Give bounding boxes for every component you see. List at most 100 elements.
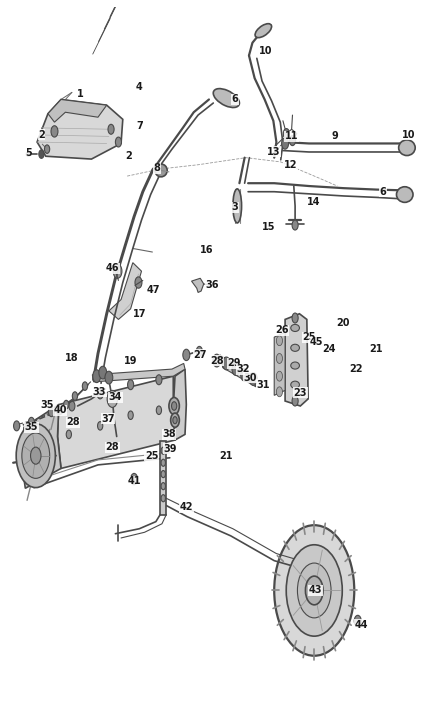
- Circle shape: [113, 264, 122, 278]
- Polygon shape: [285, 313, 308, 406]
- Text: 11: 11: [285, 131, 298, 141]
- Circle shape: [161, 494, 166, 502]
- Circle shape: [108, 125, 114, 134]
- Polygon shape: [21, 405, 61, 488]
- Circle shape: [48, 407, 55, 416]
- Text: 28: 28: [210, 355, 224, 366]
- Circle shape: [131, 473, 138, 485]
- Text: 14: 14: [307, 198, 320, 207]
- Text: 13: 13: [266, 147, 280, 157]
- Circle shape: [31, 447, 41, 464]
- Polygon shape: [48, 99, 107, 122]
- Text: 39: 39: [163, 444, 177, 453]
- Circle shape: [297, 563, 331, 618]
- Circle shape: [72, 392, 78, 400]
- Ellipse shape: [155, 164, 167, 177]
- Circle shape: [170, 413, 179, 427]
- Ellipse shape: [26, 152, 31, 156]
- Circle shape: [161, 459, 166, 466]
- Text: 40: 40: [53, 405, 67, 416]
- Text: 6: 6: [380, 187, 386, 197]
- Circle shape: [93, 370, 101, 382]
- Circle shape: [183, 349, 190, 361]
- Ellipse shape: [255, 24, 272, 38]
- Circle shape: [241, 369, 249, 381]
- Circle shape: [276, 353, 282, 363]
- Ellipse shape: [291, 362, 299, 369]
- Text: 25: 25: [145, 450, 158, 460]
- Polygon shape: [37, 99, 123, 159]
- Circle shape: [161, 483, 166, 489]
- Text: 10: 10: [259, 46, 272, 56]
- Circle shape: [135, 277, 142, 288]
- Circle shape: [289, 135, 296, 146]
- Text: 17: 17: [133, 308, 146, 319]
- Circle shape: [156, 406, 162, 415]
- Circle shape: [292, 313, 298, 323]
- Text: 28: 28: [106, 442, 119, 452]
- Text: 27: 27: [194, 350, 207, 360]
- Ellipse shape: [233, 189, 242, 223]
- Circle shape: [274, 525, 354, 656]
- Circle shape: [292, 220, 298, 230]
- Circle shape: [127, 379, 134, 390]
- Circle shape: [283, 129, 289, 138]
- Text: 12: 12: [284, 160, 297, 169]
- Circle shape: [276, 336, 282, 345]
- Polygon shape: [160, 442, 166, 515]
- Circle shape: [250, 373, 257, 385]
- Text: 28: 28: [66, 417, 80, 427]
- Circle shape: [213, 354, 221, 367]
- Circle shape: [97, 389, 103, 399]
- Circle shape: [292, 396, 298, 406]
- Circle shape: [281, 138, 289, 149]
- Text: 31: 31: [257, 379, 270, 390]
- Text: 23: 23: [293, 387, 307, 397]
- Ellipse shape: [399, 140, 415, 156]
- Text: 24: 24: [322, 344, 335, 354]
- Ellipse shape: [291, 344, 299, 351]
- Text: 5: 5: [25, 148, 32, 158]
- Circle shape: [44, 145, 50, 153]
- Text: 42: 42: [179, 502, 193, 513]
- Ellipse shape: [396, 187, 413, 202]
- Text: 22: 22: [349, 364, 363, 374]
- Circle shape: [56, 406, 61, 415]
- Ellipse shape: [291, 381, 299, 388]
- Polygon shape: [109, 263, 142, 319]
- Circle shape: [173, 416, 177, 424]
- Circle shape: [82, 382, 87, 390]
- Polygon shape: [173, 369, 186, 440]
- Circle shape: [232, 363, 240, 376]
- Circle shape: [107, 390, 118, 408]
- Text: 26: 26: [275, 325, 289, 335]
- Text: 16: 16: [200, 245, 214, 255]
- Polygon shape: [58, 376, 175, 468]
- Polygon shape: [191, 278, 204, 292]
- Text: 4: 4: [136, 82, 143, 92]
- Text: 32: 32: [236, 364, 250, 374]
- Text: 36: 36: [206, 280, 219, 290]
- Circle shape: [169, 397, 179, 415]
- Circle shape: [22, 433, 50, 479]
- Polygon shape: [274, 332, 285, 395]
- Circle shape: [69, 401, 75, 411]
- Text: 46: 46: [106, 264, 119, 274]
- Circle shape: [16, 424, 56, 487]
- Circle shape: [276, 371, 282, 381]
- Circle shape: [128, 411, 133, 419]
- Text: 18: 18: [65, 353, 79, 363]
- Text: 43: 43: [309, 586, 322, 595]
- Text: 35: 35: [40, 400, 54, 410]
- Ellipse shape: [291, 324, 299, 332]
- Text: 19: 19: [124, 355, 137, 366]
- Circle shape: [28, 417, 35, 427]
- Text: 2: 2: [38, 130, 45, 140]
- Circle shape: [286, 544, 342, 636]
- Circle shape: [39, 150, 44, 159]
- Text: 21: 21: [370, 344, 383, 354]
- Circle shape: [66, 430, 71, 439]
- Circle shape: [161, 471, 166, 478]
- Text: 44: 44: [354, 620, 368, 630]
- Text: 20: 20: [336, 318, 350, 328]
